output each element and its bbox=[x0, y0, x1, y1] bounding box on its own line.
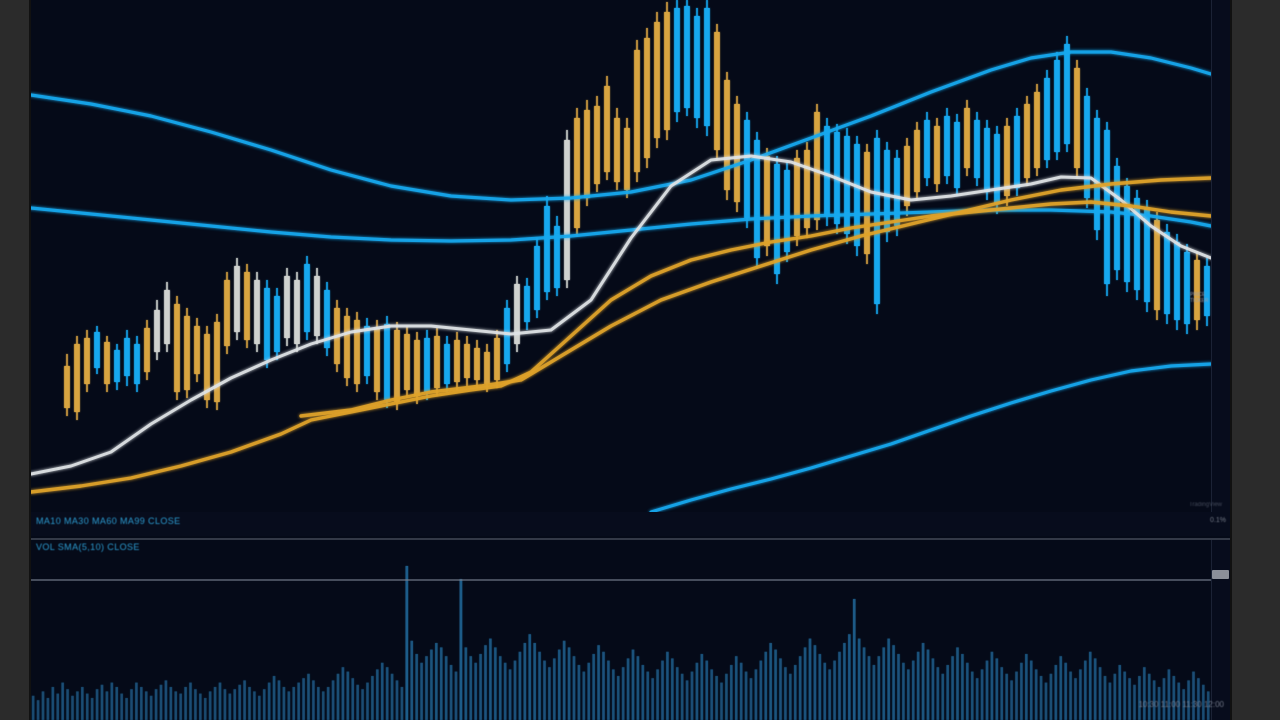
pane-divider[interactable] bbox=[31, 538, 1230, 540]
chart-viewport[interactable]: PRICE TICKER TradingView MA10 MA30 MA60 … bbox=[31, 0, 1230, 720]
chart-watermark: TradingView bbox=[1188, 502, 1222, 508]
price-pane[interactable]: PRICE TICKER bbox=[31, 0, 1230, 512]
letterbox-right bbox=[1232, 0, 1280, 720]
time-axis-label: 10:30 11:00 11:30 12:00 bbox=[1138, 700, 1224, 709]
letterbox-seam-right bbox=[1230, 0, 1232, 720]
price-candlestick-svg bbox=[31, 0, 1211, 512]
price-legend-strip: TradingView MA10 MA30 MA60 MA99 CLOSE 0.… bbox=[31, 502, 1230, 536]
price-axis[interactable]: PRICE TICKER bbox=[1190, 0, 1230, 512]
volume-axis[interactable] bbox=[1211, 540, 1230, 720]
price-tag-line2: TICKER bbox=[1190, 298, 1209, 304]
price-scale-label: 0.1% bbox=[1210, 517, 1226, 524]
volume-histogram-svg bbox=[31, 566, 1211, 720]
letterbox-left bbox=[0, 0, 30, 720]
volume-pane[interactable]: VOL SMA(5,10) CLOSE bbox=[31, 540, 1230, 720]
price-plot-area[interactable] bbox=[31, 0, 1211, 512]
volume-legend-label: VOL SMA(5,10) CLOSE bbox=[36, 542, 140, 552]
volume-value-tag bbox=[1212, 570, 1229, 579]
volume-plot-area[interactable] bbox=[31, 562, 1211, 720]
letterbox-seam-left bbox=[29, 0, 31, 720]
time-axis: 10:30 11:00 11:30 12:00 bbox=[31, 694, 1230, 720]
price-tag-line1: PRICE bbox=[1190, 292, 1206, 298]
price-legend-label: MA10 MA30 MA60 MA99 CLOSE bbox=[36, 516, 181, 526]
